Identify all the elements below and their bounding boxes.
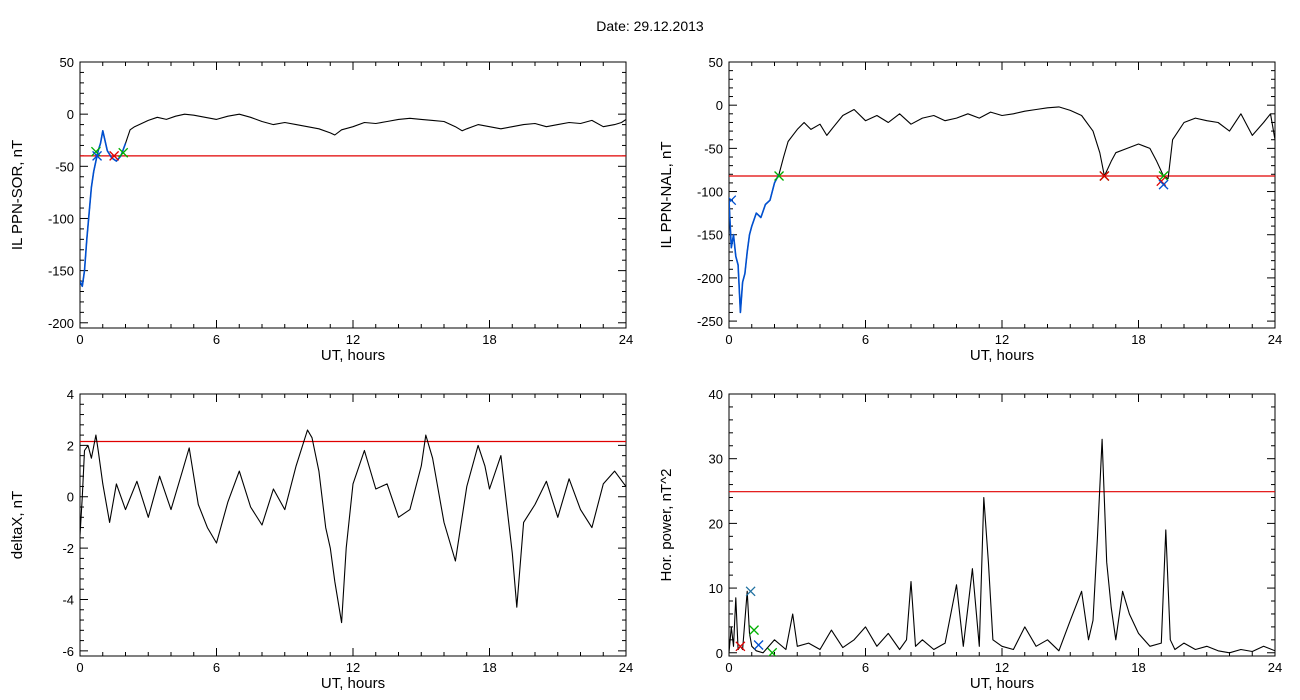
y-tick-label: 50: [709, 55, 723, 70]
y-tick-label: 4: [67, 387, 74, 402]
series-line: [80, 113, 626, 287]
x-tick-label: 24: [619, 660, 633, 675]
x-axis-label: UT, hours: [321, 347, 385, 364]
x-tick-label: 12: [346, 332, 360, 347]
x-tick-label: 6: [213, 332, 220, 347]
event-marker: [745, 586, 756, 597]
series-line: [729, 106, 1275, 314]
event-marker: [1158, 171, 1169, 181]
y-tick-label: -100: [697, 185, 723, 200]
x-tick-label: 12: [995, 332, 1009, 347]
y-tick-label: 0: [716, 98, 723, 113]
x-axis-label: UT, hours: [321, 675, 385, 692]
y-tick-label: 50: [60, 55, 74, 70]
y-tick-label: -150: [48, 264, 74, 279]
event-marker: [109, 150, 120, 161]
highlight-segment: [729, 173, 780, 314]
x-tick-label: 24: [1268, 332, 1282, 347]
y-tick-label: -50: [704, 141, 723, 156]
x-tick-label: 6: [862, 332, 869, 347]
x-tick-label: 24: [619, 332, 633, 347]
y-tick-label: 0: [67, 490, 74, 505]
event-marker: [735, 641, 746, 652]
y-tick-label: 40: [709, 387, 723, 402]
x-tick-label: 18: [482, 660, 496, 675]
x-tick-label: 0: [725, 660, 732, 675]
y-tick-label: 10: [709, 581, 723, 596]
y-tick-label: -250: [697, 314, 723, 329]
event-marker: [1158, 179, 1169, 190]
event-marker: [753, 640, 764, 650]
chart-date-title: Date: 29.12.2013: [596, 18, 704, 34]
y-tick-label: -4: [62, 592, 74, 607]
event-marker: [729, 195, 737, 206]
y-tick-label: 0: [67, 107, 74, 122]
x-tick-label: 6: [213, 660, 220, 675]
event-marker: [767, 647, 778, 656]
x-tick-label: 24: [1268, 660, 1282, 675]
x-tick-label: 18: [1131, 332, 1145, 347]
plot-frame: [79, 61, 627, 329]
y-tick-label: -200: [48, 316, 74, 331]
y-tick-label: 30: [709, 452, 723, 467]
event-marker: [1099, 171, 1110, 181]
y-tick-label: -2: [62, 541, 74, 556]
y-tick-label: -6: [62, 644, 74, 659]
y-axis-label: IL PPN-SOR, nT: [9, 140, 26, 250]
plot-area: [729, 106, 1275, 314]
event-marker: [749, 625, 759, 636]
x-tick-label: 0: [76, 332, 83, 347]
x-tick-label: 18: [1131, 660, 1145, 675]
highlight-segment: [80, 130, 127, 288]
x-tick-label: 6: [862, 660, 869, 675]
plot-frame: [79, 393, 627, 657]
plot-area: [80, 113, 626, 288]
event-marker: [92, 150, 103, 161]
x-axis-label: UT, hours: [970, 347, 1034, 364]
x-tick-label: 12: [346, 660, 360, 675]
event-marker: [774, 171, 785, 181]
panel-hor-power: 0 6 12 18 24 0 10 20 30 40 UT, hours Hor. power, nT…: [658, 387, 1282, 692]
y-axis-label: IL PPN-NAL, nT: [658, 142, 675, 249]
y-tick-label: -100: [48, 211, 74, 226]
plot-frame: [728, 393, 1276, 657]
plot-area: [729, 438, 1275, 656]
x-tick-label: 18: [482, 332, 496, 347]
y-tick-label: -150: [697, 228, 723, 243]
panel-il-ppn-nal: 0 6 12 18 24 -250 -200 -150 -100 -50 0 50 UT, hours I…: [658, 55, 1282, 364]
series-line: [80, 429, 626, 624]
x-tick-label: 0: [725, 332, 732, 347]
x-axis-label: UT, hours: [970, 675, 1034, 692]
y-tick-label: 0: [716, 646, 723, 661]
plot-area: [80, 429, 626, 624]
y-axis-label: deltaX, nT: [9, 491, 26, 559]
x-tick-label: 0: [76, 660, 83, 675]
plot-frame: [728, 61, 1276, 329]
y-tick-label: 2: [67, 438, 74, 453]
event-marker: [118, 147, 129, 158]
panel-il-ppn-sor: 0 6 12 18 24 -200 -150 -100 -50 0 50 UT, hours IL PP…: [9, 55, 633, 364]
y-axis-label: Hor. power, nT^2: [658, 469, 675, 582]
x-tick-label: 12: [995, 660, 1009, 675]
y-tick-label: 20: [709, 516, 723, 531]
y-tick-label: -50: [55, 159, 74, 174]
series-line: [729, 438, 1275, 654]
y-tick-label: -200: [697, 271, 723, 286]
